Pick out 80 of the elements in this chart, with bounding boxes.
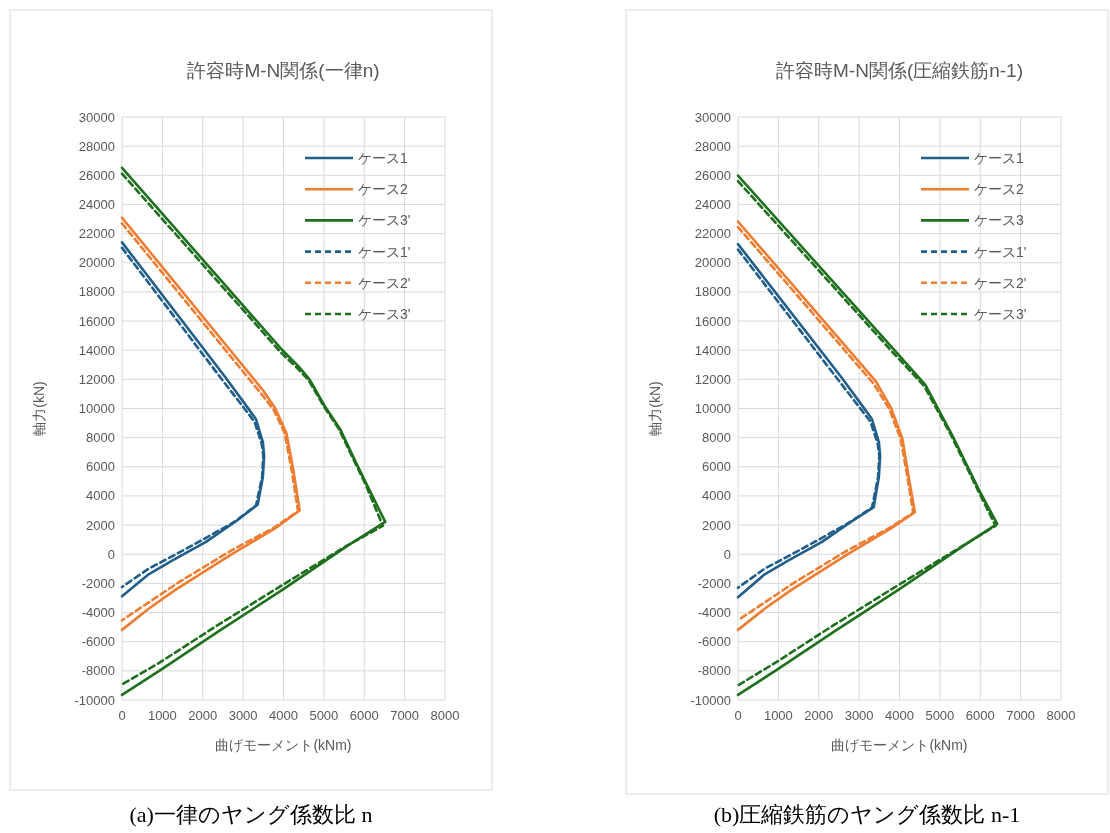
y-tick-label: 18000 [78, 284, 115, 300]
text: (b)圧縮鉄筋のヤング係数比 n-1 [713, 802, 1021, 827]
y-tick-label: 8000 [702, 430, 731, 446]
y-tick-label: -4000 [81, 605, 115, 621]
chart-title: 許容時M-N関係(一律n) [187, 60, 380, 81]
y-tick-label: 14000 [694, 342, 731, 358]
y-tick-label: 24000 [78, 196, 115, 212]
legend-label: ケース3' [974, 306, 1027, 322]
x-tick-label: 5000 [309, 708, 339, 723]
y-tick-label: 10000 [78, 401, 115, 416]
y-tick-label: 4000 [86, 488, 115, 504]
y-tick-label: 30000 [694, 109, 731, 125]
y-tick-label: -4000 [697, 605, 731, 621]
y-tick-label: 2000 [702, 517, 731, 533]
x-tick-label: 7000 [1006, 708, 1036, 723]
legend-label: ケース1' [358, 243, 411, 260]
y-tick-label: 16000 [694, 313, 731, 329]
legend-label: ケース1 [974, 150, 1024, 166]
y-tick-label: 18000 [694, 284, 731, 300]
y-axis-title: 軸力(kN) [31, 381, 47, 436]
y-tick-label: 0 [723, 546, 731, 562]
y-tick-label: 22000 [78, 226, 115, 242]
x-tick-label: 4000 [885, 708, 914, 723]
x-tick-label: 1000 [147, 708, 177, 723]
x-tick-label: 0 [734, 708, 742, 723]
y-tick-label: 6000 [702, 459, 731, 475]
x-tick-label: 8000 [430, 708, 460, 723]
text: (a)一律のヤング係数比 n [129, 802, 373, 827]
y-tick-label: 4000 [702, 488, 731, 504]
y-tick-label: -2000 [697, 575, 731, 591]
legend-label: ケース3 [974, 212, 1024, 229]
y-tick-label: 24000 [694, 196, 731, 212]
y-tick-label: 22000 [694, 226, 731, 242]
y-tick-label: -8000 [697, 663, 731, 679]
legend-label: ケース3' [358, 306, 411, 322]
x-tick-label: 1000 [763, 708, 793, 723]
x-tick-label: 2000 [188, 708, 218, 723]
legend-label: ケース1 [358, 150, 408, 166]
y-tick-label: 28000 [78, 138, 115, 154]
y-tick-label: -6000 [81, 634, 115, 650]
legend-label: ケース2' [974, 274, 1027, 291]
x-tick-label: 6000 [349, 708, 379, 723]
y-tick-label: -10000 [690, 692, 731, 708]
y-tick-label: -10000 [74, 692, 115, 708]
x-tick-label: 8000 [1046, 708, 1076, 723]
x-tick-label: 7000 [390, 708, 420, 723]
y-tick-label: 0 [107, 546, 115, 562]
y-tick-label: -2000 [81, 575, 115, 591]
y-tick-label: 14000 [78, 342, 115, 358]
y-tick-label: 20000 [694, 255, 731, 271]
y-tick-label: 2000 [86, 517, 115, 533]
y-tick-label: 26000 [694, 167, 731, 183]
y-tick-label: 12000 [78, 371, 115, 387]
y-tick-label: 26000 [78, 167, 115, 183]
x-tick-label: 4000 [269, 708, 298, 723]
legend-label: ケース2 [358, 181, 408, 198]
y-tick-label: 6000 [86, 459, 115, 475]
chart-title: 許容時M-N関係(圧縮鉄筋n-1) [776, 60, 1023, 81]
legend-label: ケース2 [974, 181, 1024, 198]
legend-label: ケース3' [358, 212, 411, 229]
x-tick-label: 3000 [844, 708, 874, 723]
x-tick-label: 5000 [925, 708, 955, 723]
y-tick-label: 28000 [694, 138, 731, 154]
y-tick-label: 8000 [86, 430, 115, 446]
y-tick-label: 16000 [78, 313, 115, 329]
x-tick-label: 6000 [965, 708, 995, 723]
y-tick-label: -6000 [697, 634, 731, 650]
y-tick-label: 20000 [78, 255, 115, 271]
x-tick-label: 0 [118, 708, 126, 723]
legend-label: ケース1' [974, 243, 1027, 260]
x-axis-title: 曲げモーメント(kNm) [215, 737, 352, 753]
x-tick-label: 2000 [804, 708, 834, 723]
x-tick-label: 3000 [228, 708, 258, 723]
y-tick-label: 30000 [78, 109, 115, 125]
y-tick-label: -8000 [81, 663, 115, 679]
legend-label: ケース2' [358, 274, 411, 291]
y-axis-title: 軸力(kN) [647, 381, 663, 436]
y-tick-label: 12000 [694, 371, 731, 387]
y-tick-label: 10000 [694, 401, 731, 416]
x-axis-title: 曲げモーメント(kNm) [831, 737, 968, 753]
